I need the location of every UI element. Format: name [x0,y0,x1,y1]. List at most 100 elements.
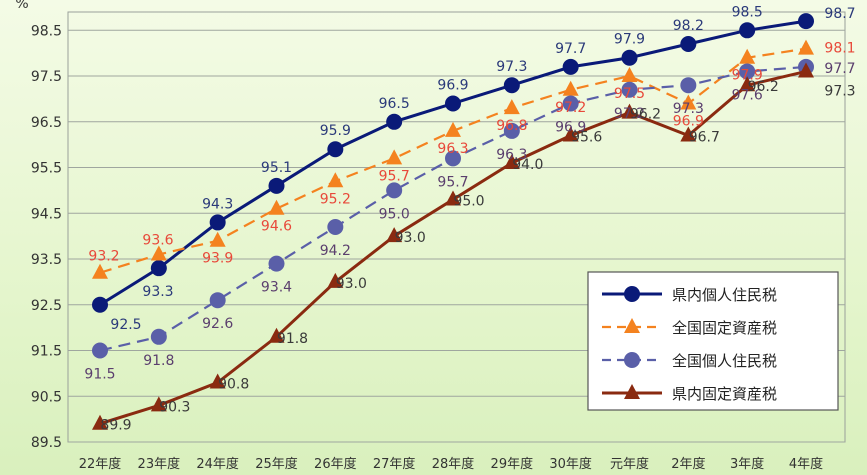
data-label: 90.3 [159,399,190,415]
y-tick-label: 95.5 [31,161,62,177]
data-label: 94.2 [320,243,351,259]
data-label: 94.3 [202,196,233,212]
data-point-triangle [268,327,285,343]
data-label: 95.1 [261,160,292,176]
data-label: 93.0 [336,276,367,292]
data-label: 93.4 [261,280,292,296]
series-2 [92,58,814,359]
data-point-circle [503,122,520,139]
data-point-circle [92,342,108,359]
data-label: 96.2 [630,107,661,123]
x-tick-label: 27年度 [373,456,416,472]
x-tick-label: 26年度 [314,456,357,472]
data-point-triangle [680,126,697,142]
data-point-circle [739,22,756,39]
x-tick-label: 4年度 [789,456,823,472]
data-point-triangle [445,121,461,137]
data-label: 96.3 [437,141,468,157]
legend-label: 県内固定資産税 [672,385,777,403]
data-label: 97.7 [555,41,586,57]
data-label: 91.8 [277,331,308,347]
x-tick-label: 3年度 [730,456,764,472]
y-tick-label: 89.5 [31,435,62,451]
data-point-circle [445,95,461,112]
data-point-triangle [562,126,579,142]
data-point-circle [209,214,226,231]
data-label: 98.7 [824,6,855,22]
data-point-circle [386,182,403,199]
data-point-triangle [268,199,285,215]
data-point-triangle [624,384,640,399]
data-point-triangle [621,67,638,83]
y-tick-label: 97.5 [31,69,62,85]
data-label: 96.2 [748,79,779,95]
y-tick-label: 92.5 [31,298,62,314]
data-label: 96.3 [496,147,527,163]
data-label: 96.5 [379,96,410,112]
data-point-circle [150,328,167,345]
data-label: 97.6 [732,87,763,103]
data-point-circle [92,296,108,313]
data-point-circle [327,219,344,235]
data-point-triangle [209,373,226,389]
axes: 98.5 97.5 96.5 95.5 94.5 93.5 92.5 91.5 90.5 89.5… [15,0,823,472]
data-label: 96.9 [437,77,468,93]
data-label: 95.0 [453,194,484,210]
x-tick-label: 元年度 [610,456,649,472]
data-label: 91.5 [84,367,115,383]
data-label: 93.2 [88,249,119,265]
data-point-circle [621,49,638,66]
data-label: 95.7 [379,168,410,184]
data-label: 94.6 [261,219,292,235]
data-point-triangle [92,263,108,279]
data-point-circle [624,286,640,302]
y-tick-label: 93.5 [31,252,62,268]
data-point-circle [445,150,461,167]
data-label: 93.3 [142,284,173,300]
data-point-circle [268,255,285,272]
data-point-triangle [445,190,461,206]
data-label: 92.5 [110,317,141,333]
y-tick-label: 91.5 [31,344,62,360]
data-point-triangle [209,231,226,247]
x-tick-label: 29年度 [491,456,534,472]
data-label: 97.7 [824,61,855,77]
legend-label: 全国個人住民税 [672,352,777,370]
data-point-circle [680,36,697,53]
legend-label: 県内個人住民税 [672,286,777,304]
data-point-triangle [798,62,814,78]
data-label: 97.3 [496,59,527,75]
data-point-circle [680,77,697,94]
legend-label: 全国固定資産税 [672,319,777,337]
data-point-triangle [680,94,697,110]
data-point-triangle [562,80,579,96]
y-tick-label: 94.5 [31,206,62,222]
x-tick-label: 24年度 [196,456,239,472]
data-point-triangle [327,272,344,288]
data-point-circle [150,260,167,277]
data-point-triangle [621,103,638,119]
data-point-circle [562,58,579,75]
data-label: 96.7 [689,130,720,146]
data-point-circle [327,141,344,158]
data-point-triangle [739,48,756,64]
data-point-circle [798,13,814,30]
data-point-circle [503,77,520,94]
x-tick-label: 28年度 [432,456,475,472]
data-label: 98.5 [732,4,763,20]
data-label: 97.5 [614,86,645,102]
data-label: 93.6 [142,232,173,248]
data-label: 97.2 [555,100,586,116]
data-point-circle [562,95,579,112]
data-point-triangle [739,76,756,92]
data-point-circle [268,177,285,194]
x-tick-label: 30年度 [549,456,592,472]
data-label: 89.9 [100,418,131,434]
data-point-triangle [386,149,403,165]
y-tick-label: 96.5 [31,115,62,131]
data-label: 98.1 [824,41,855,57]
series-3 [92,62,814,430]
x-tick-label: 23年度 [138,456,181,472]
data-labels: 92.593.394.395.195.996.596.997.397.797.9… [84,4,855,433]
